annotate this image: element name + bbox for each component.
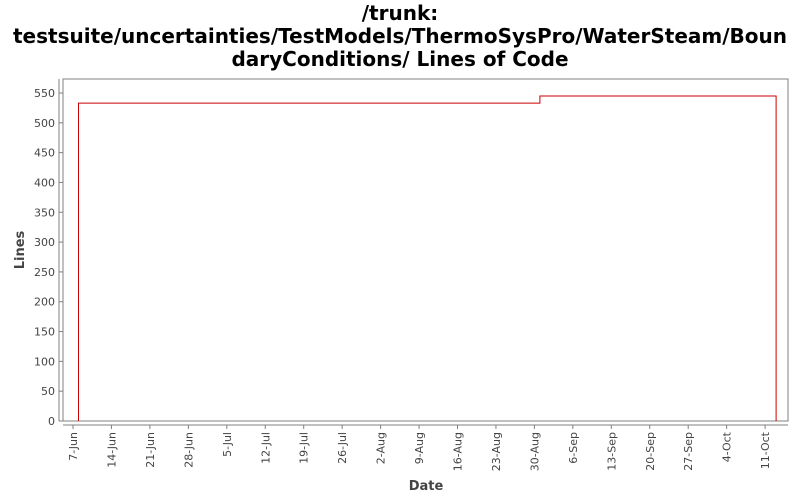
x-tick-label: 11-Oct (759, 431, 772, 469)
y-tick-label: 350 (34, 206, 55, 219)
y-tick-label: 500 (34, 117, 55, 130)
y-axis-label: Lines (13, 230, 28, 269)
series-line-lines-of-code (78, 95, 777, 421)
x-tick-label: 21-Jun (144, 432, 157, 468)
x-tick-label: 20-Sep (644, 432, 657, 471)
x-tick-label: 4-Oct (721, 431, 734, 462)
x-tick-label: 16-Aug (452, 432, 465, 471)
x-axis: 7-Jun 14-Jun 21-Jun 28-Jun 5-Jul 12-Jul 19-Jul… (63, 424, 788, 471)
x-tick-label: 23-Aug (490, 432, 503, 471)
x-tick-label: 6-Sep (567, 432, 580, 464)
y-tick-label: 300 (34, 236, 55, 249)
chart-title-line-1: /trunk: (361, 1, 439, 25)
y-tick-label: 450 (34, 147, 55, 160)
x-tick-label: 27-Sep (682, 432, 695, 471)
x-tick-label: 26-Jul (336, 432, 349, 464)
x-tick-label: 12-Jul (259, 432, 272, 464)
x-tick-label: 14-Jun (105, 432, 118, 468)
x-tick-label: 7-Jun (67, 432, 80, 461)
x-axis-label: Date (409, 479, 444, 494)
y-tick-label: 50 (41, 385, 55, 398)
y-tick-label: 400 (34, 176, 55, 189)
y-tick-label: 100 (34, 355, 55, 368)
x-tick-label: 5-Jul (221, 432, 234, 457)
x-tick-label: 13-Sep (605, 432, 618, 471)
y-tick-label: 0 (48, 415, 55, 428)
x-tick-label: 9-Aug (413, 432, 426, 464)
y-axis: 0 50 100 150 200 250 300 350 400 450 500 550 (34, 79, 63, 428)
chart-title: /trunk: testsuite/uncertainties/TestMode… (0, 2, 800, 71)
x-tick-label: 28-Jun (182, 432, 195, 468)
x-tick-label: 19-Jul (298, 432, 311, 464)
chart-title-line-3: daryConditions/ Lines of Code (231, 47, 569, 71)
y-tick-label: 250 (34, 266, 55, 279)
y-tick-label: 200 (34, 296, 55, 309)
x-tick-label: 30-Aug (528, 432, 541, 471)
x-tick-label: 2-Aug (375, 432, 388, 464)
y-tick-label: 150 (34, 326, 55, 339)
plot-area (62, 78, 789, 422)
y-tick-label: 550 (34, 87, 55, 100)
chart-title-line-2: testsuite/uncertainties/TestModels/Therm… (13, 24, 787, 48)
